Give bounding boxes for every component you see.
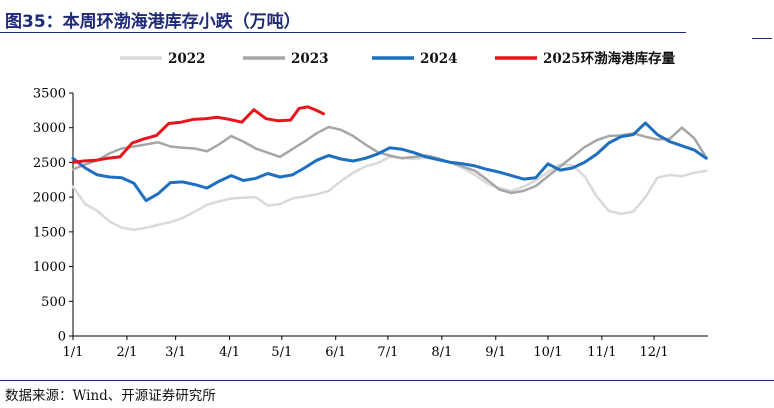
y-tick-label: 1500	[33, 225, 66, 240]
x-tick-label: 6/1	[325, 345, 346, 360]
line-chart: 2022 2023 2024 2025环渤海港库存量 0 500 1000 1500 2000…	[33, 50, 708, 360]
y-tick-label: 2500	[33, 156, 66, 171]
x-tick-label: 3/1	[165, 345, 186, 360]
legend-label: 2025环渤海港库存量	[543, 50, 676, 67]
x-tick-label: 2/1	[116, 345, 137, 360]
legend-label: 2024	[420, 51, 458, 67]
y-tick-label: 3500	[33, 87, 66, 102]
x-tick-label: 9/1	[485, 345, 506, 360]
y-tick-label: 3000	[33, 121, 66, 136]
x-tick-label: 12/1	[639, 345, 668, 360]
chart-legend: 2022 2023 2024 2025环渤海港库存量	[120, 50, 676, 67]
y-tick-label: 2000	[33, 191, 66, 206]
legend-label: 2022	[168, 51, 206, 67]
y-tick-label: 1000	[33, 260, 66, 275]
x-tick-label: 7/1	[377, 345, 398, 360]
chart-axes: 0 500 1000 1500 2000 2500 3000 3500 1/1 2/1 3/1 4/1…	[33, 87, 708, 360]
x-tick-label: 5/1	[271, 345, 292, 360]
series-line-2025环渤海港库存量	[71, 105, 325, 164]
x-tick-label: 10/1	[533, 345, 562, 360]
x-tick-label: 1/1	[63, 345, 84, 360]
title-rule-right	[752, 38, 772, 39]
y-tick-label: 0	[58, 330, 66, 345]
figure-title: 图35：本周环渤海港库存小跌（万吨）	[5, 12, 301, 32]
series-line-2022	[71, 155, 708, 232]
chart-series	[71, 105, 708, 232]
x-tick-label: 4/1	[219, 345, 240, 360]
x-tick-label: 8/1	[431, 345, 452, 360]
source-rule	[0, 380, 774, 381]
source-note: 数据来源：Wind、开源证券研究所	[5, 388, 216, 404]
y-tick-label: 500	[41, 295, 66, 310]
x-tick-label: 11/1	[587, 345, 616, 360]
legend-label: 2023	[291, 51, 329, 67]
title-rule	[0, 32, 686, 33]
series-line-2024	[71, 121, 708, 203]
series-line-2023	[71, 125, 708, 195]
